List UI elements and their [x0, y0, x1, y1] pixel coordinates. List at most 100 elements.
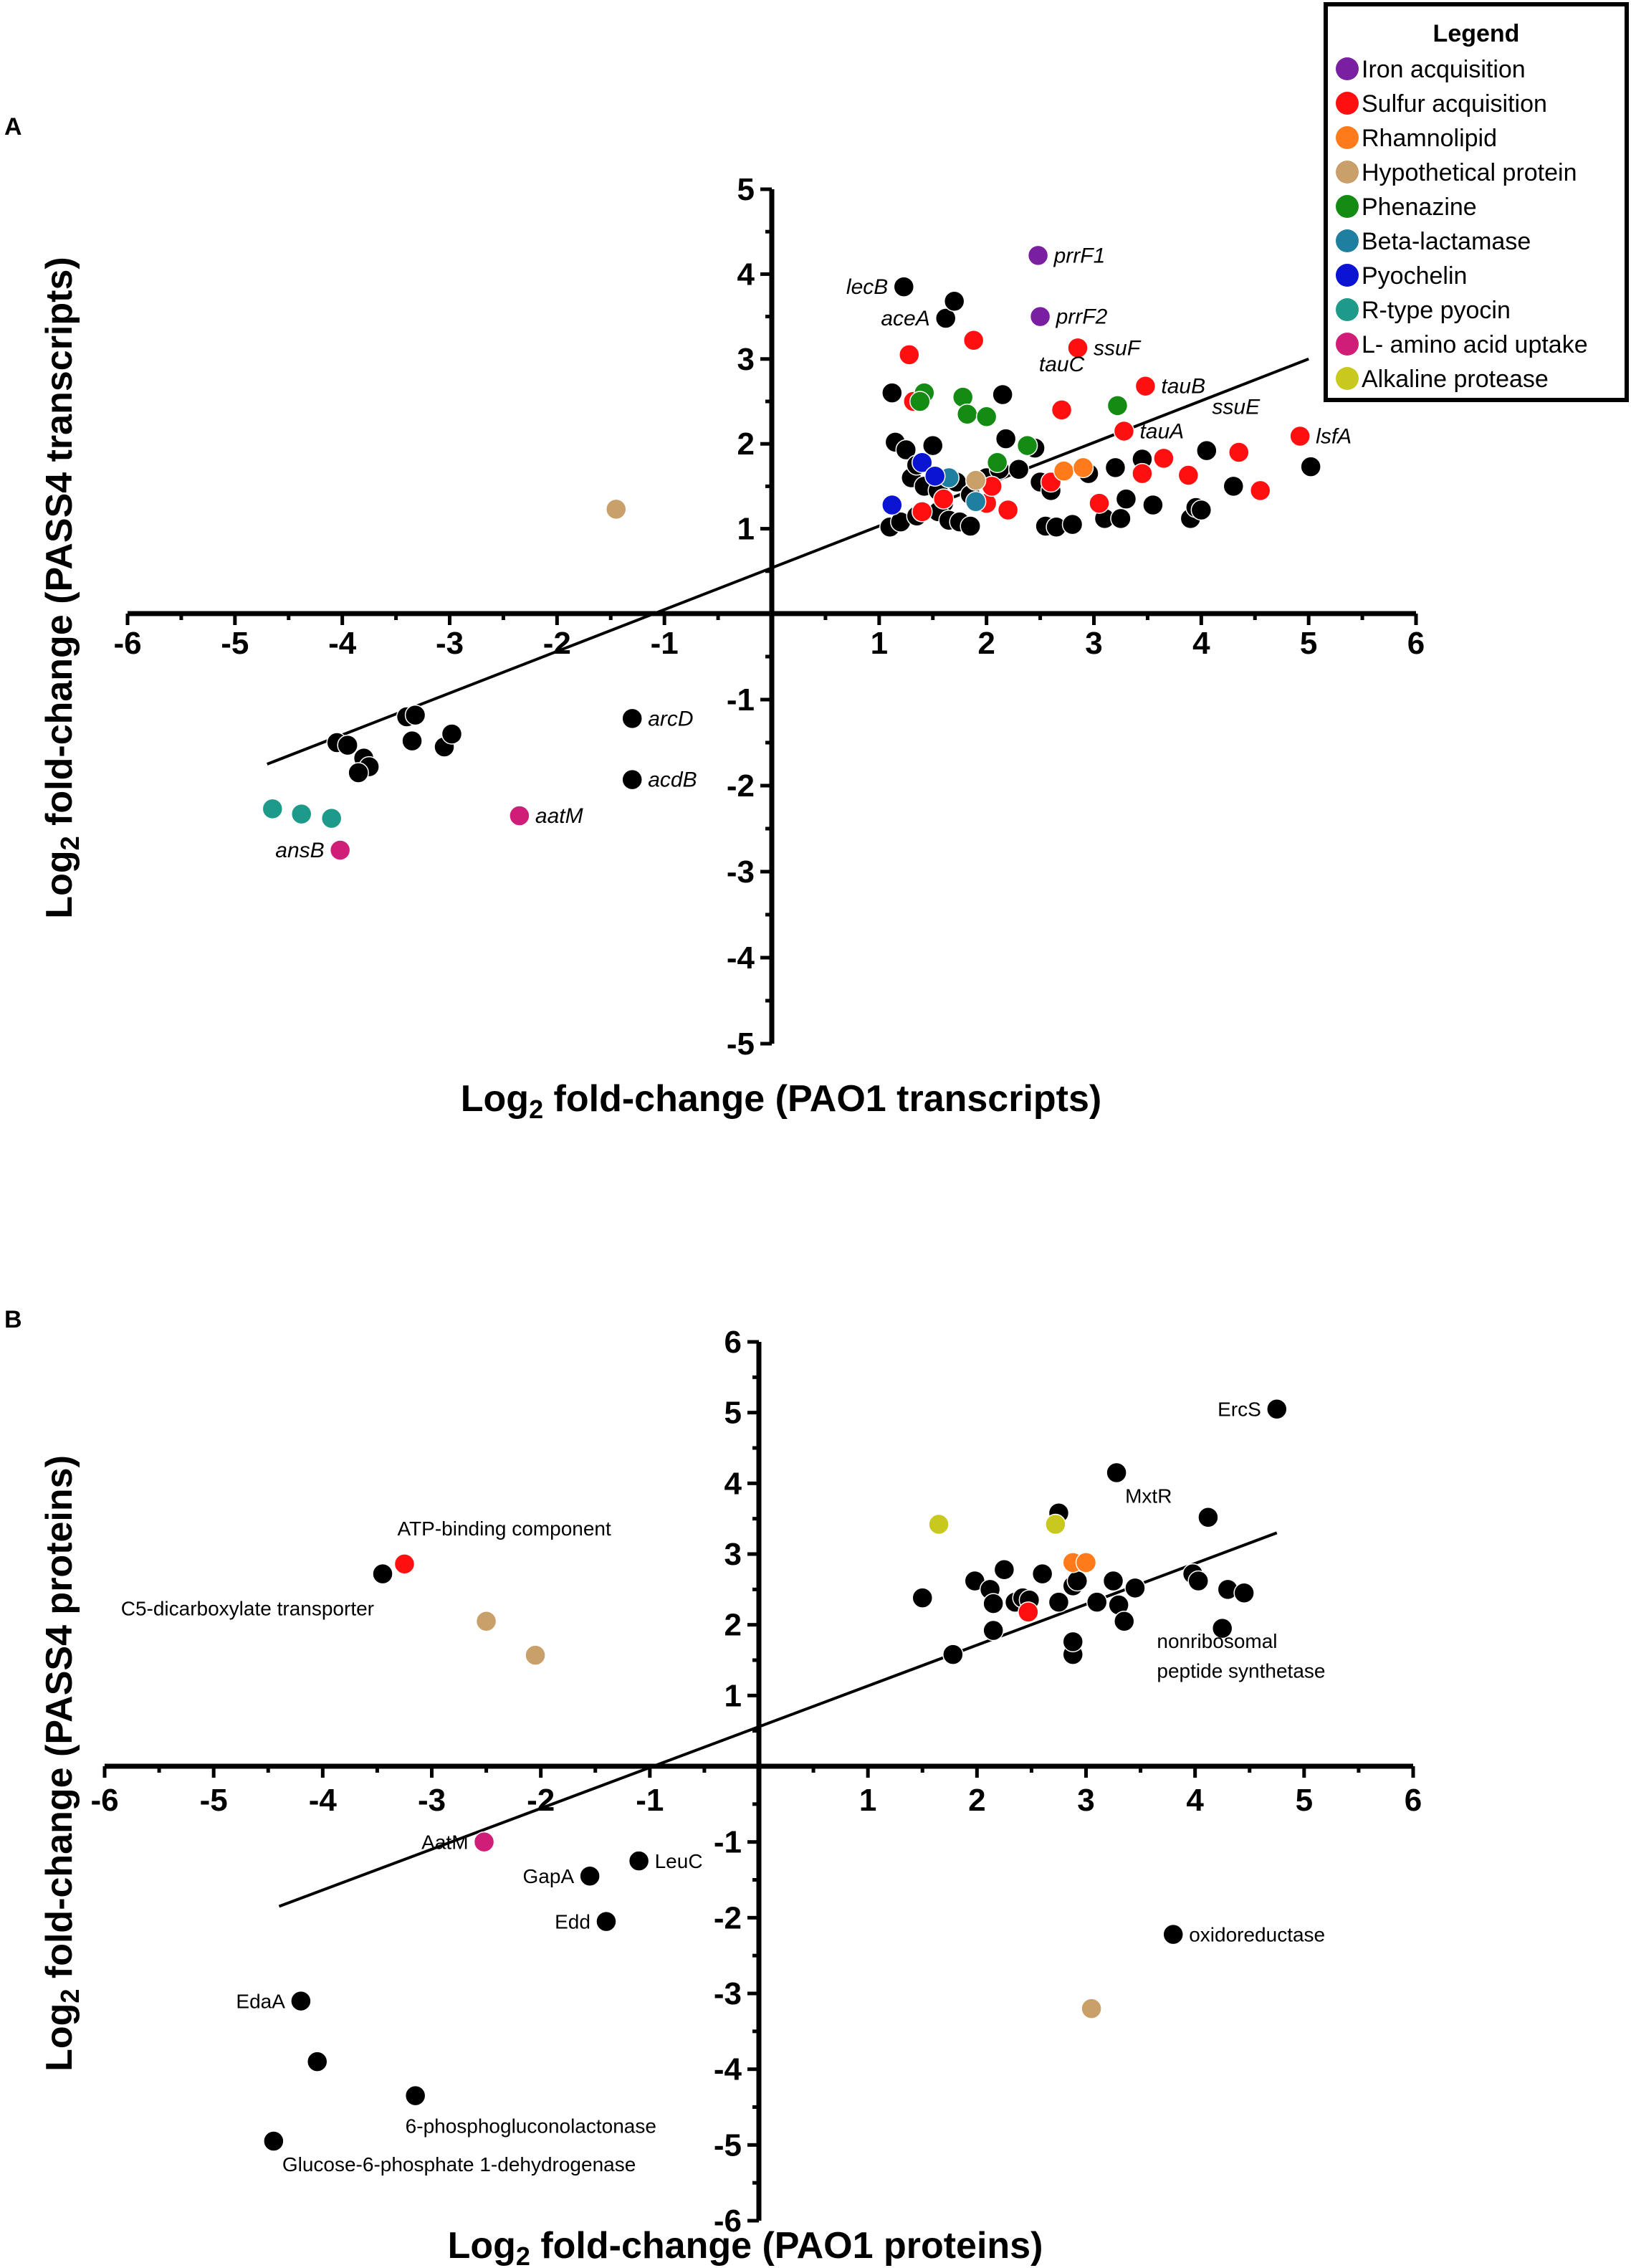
point-annotation: LeuC [655, 1850, 703, 1872]
data-point [965, 470, 987, 491]
point-annotation: prrF1 [1053, 244, 1106, 267]
data-point [1300, 456, 1321, 477]
data-point [942, 1644, 964, 1665]
data-point [1223, 475, 1245, 497]
x-tick-label: 1 [859, 1783, 876, 1818]
data-point [596, 1910, 617, 1933]
legend-swatch [1336, 367, 1359, 390]
y-tick-label: -1 [714, 1825, 742, 1860]
data-point [1029, 305, 1051, 328]
x-tick-label: 5 [1300, 626, 1317, 661]
point-annotation: MxtR [1125, 1485, 1172, 1507]
data-point [943, 290, 965, 313]
data-point [1249, 480, 1271, 502]
data-point [881, 494, 903, 516]
data-point [1104, 457, 1127, 479]
point-annotation: acdB [648, 768, 697, 792]
panel-b-letter: B [4, 1306, 22, 1333]
y-tick-label: 4 [724, 1466, 742, 1501]
data-point [320, 807, 343, 829]
data-point [982, 1619, 1004, 1642]
data-point [525, 1644, 546, 1666]
point-annotation: arcD [648, 707, 693, 730]
data-point [290, 803, 312, 825]
data-point [1061, 513, 1084, 535]
data-point [922, 434, 944, 457]
data-point [621, 707, 643, 730]
data-point [628, 1850, 650, 1872]
data-point [1016, 434, 1038, 457]
data-point [1086, 1591, 1108, 1613]
panel-a-letter: A [4, 113, 22, 140]
point-annotation: EdaA [236, 1991, 285, 2013]
data-point [956, 404, 978, 425]
data-point [1067, 337, 1089, 359]
point-annotation: ATP-binding component [397, 1517, 611, 1540]
data-point [1153, 447, 1175, 470]
data-point [509, 805, 530, 826]
point-annotation: 6-phosphogluconolactonase [406, 2115, 656, 2138]
data-point [473, 1831, 495, 1853]
data-point [962, 330, 985, 351]
data-point [1177, 464, 1200, 486]
data-point [348, 762, 369, 783]
data-point [1124, 1577, 1146, 1599]
data-point [1062, 1631, 1084, 1653]
point-annotation: ErcS [1218, 1399, 1261, 1421]
data-point [337, 734, 358, 756]
x-tick-label: -1 [636, 1783, 664, 1818]
regression-line [267, 357, 1309, 766]
point-annotation: C5-dicarboxylate transporter [121, 1598, 374, 1620]
y-tick-label: 3 [724, 1537, 742, 1572]
y-tick-label: 5 [724, 1396, 742, 1431]
data-point [899, 344, 920, 366]
data-point [1289, 425, 1311, 447]
data-point [1031, 1563, 1053, 1585]
data-point [1115, 488, 1137, 510]
data-point [401, 730, 423, 752]
legend-box [1324, 2, 1629, 402]
data-point [912, 452, 933, 473]
x-tick-label: 2 [977, 626, 995, 661]
y-tick-label: 3 [737, 342, 755, 377]
data-point [932, 488, 955, 510]
point-annotation: prrF2 [1056, 305, 1108, 329]
data-point [1132, 462, 1153, 485]
y-tick-label: -1 [727, 682, 755, 718]
y-tick-label: -2 [727, 768, 755, 804]
data-point [995, 428, 1017, 449]
x-tick-label: 6 [1407, 626, 1425, 661]
legend-swatch [1336, 126, 1359, 149]
point-annotation: ansB [275, 839, 324, 862]
y-tick-label: -2 [714, 1900, 742, 1935]
data-point [475, 1610, 497, 1632]
data-point [441, 723, 463, 745]
data-point [992, 383, 1013, 406]
data-point [895, 439, 917, 461]
data-point [982, 1593, 1004, 1614]
data-point [404, 704, 426, 726]
data-point [306, 2051, 328, 2072]
legend-swatch [1336, 195, 1359, 218]
point-annotation: aceA [881, 307, 929, 330]
panel-a-y-axis-title: Log2 fold-change (PASS4 transcripts) [39, 257, 85, 918]
point-annotation: ssuF [1094, 336, 1142, 360]
legend-swatch [1336, 264, 1359, 287]
data-point [1266, 1398, 1288, 1420]
data-point [1197, 1506, 1219, 1528]
legend-swatch [1336, 57, 1359, 80]
data-point [1018, 1601, 1039, 1623]
legend-entry-label: Phenazine [1362, 194, 1477, 221]
x-tick-label: -6 [113, 626, 141, 661]
legend-title: Legend [1433, 20, 1520, 47]
data-point [621, 768, 643, 791]
data-point [993, 1558, 1015, 1581]
y-tick-label: -5 [714, 2128, 742, 2163]
x-tick-label: 1 [871, 626, 888, 661]
x-tick-label: 4 [1186, 1783, 1204, 1818]
y-tick-label: -6 [714, 2203, 742, 2239]
legend-entry-label: Beta-lactamase [1362, 228, 1531, 255]
data-point [1228, 442, 1250, 463]
data-point [1008, 458, 1030, 480]
